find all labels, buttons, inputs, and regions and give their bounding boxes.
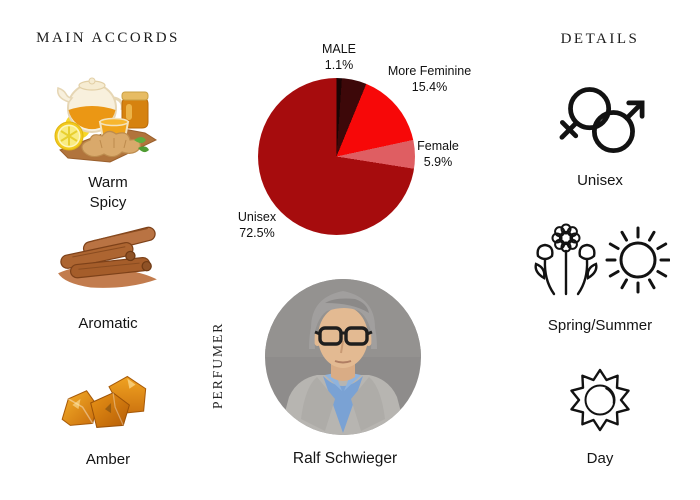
amber-image — [61, 375, 147, 428]
detail-label-unisex: Unisex — [577, 172, 623, 189]
sun-outline-icon — [570, 368, 630, 432]
main-accords-header: MAIN ACCORDS — [36, 30, 180, 46]
warm-spicy-image — [54, 77, 158, 163]
flowers-and-sun-icon — [534, 223, 670, 296]
aromatic-image — [58, 226, 157, 288]
accord-label-aromatic: Aromatic — [78, 315, 138, 332]
pie-label-more-feminine: More Feminine 15.4% — [387, 64, 472, 94]
perfumer-section-label: PERFUMER — [210, 321, 225, 409]
detail-label-day: Day — [586, 450, 614, 467]
perfumer-photo — [265, 279, 421, 435]
unisex-gender-icon — [559, 87, 645, 154]
details-header: DETAILS — [560, 31, 640, 47]
pie-label-male: MALE 1.1% — [321, 42, 357, 72]
accord-label-warm-spicy: Warm Spicy — [88, 174, 128, 211]
pie-label-female: Female 5.9% — [417, 139, 459, 169]
pie-label-unisex: Unisex 72.5% — [237, 210, 277, 240]
perfumer-name: Ralf Schwieger — [292, 450, 398, 467]
accord-label-amber: Amber — [85, 451, 131, 468]
gender-pie-chart — [258, 78, 415, 235]
detail-label-spring-summer: Spring/Summer — [547, 317, 653, 334]
